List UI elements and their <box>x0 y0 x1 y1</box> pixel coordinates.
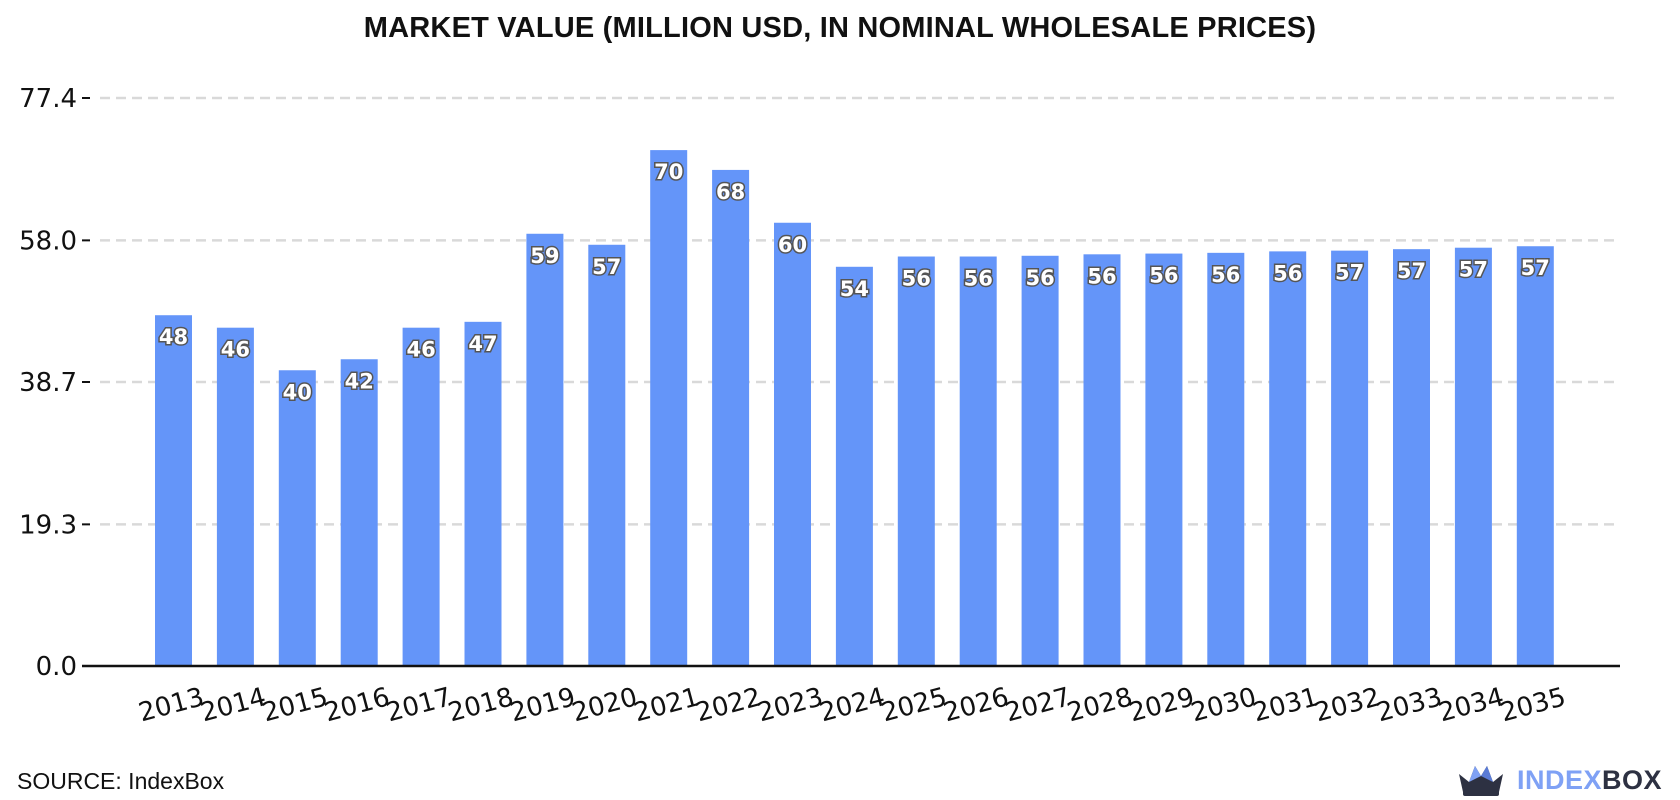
bar-value-label-2022: 68 <box>716 180 745 204</box>
bar-value-label-2018: 47 <box>468 332 497 356</box>
bar-2028 <box>1083 254 1121 667</box>
bar-2015 <box>278 370 316 666</box>
bar-2029 <box>1145 253 1183 666</box>
brand-wordmark: INDEXBOX <box>1517 765 1662 796</box>
bar-2027 <box>1021 255 1059 666</box>
bar-2021 <box>650 150 688 666</box>
bars <box>155 150 1554 667</box>
bar-2032 <box>1331 250 1369 667</box>
bar-value-label-2030: 56 <box>1211 263 1240 287</box>
x-tick-label-2016: 2016 <box>321 682 393 728</box>
x-tick-label-2027: 2027 <box>1002 682 1074 728</box>
x-tick-label-2035: 2035 <box>1497 682 1569 728</box>
bar-2033 <box>1393 249 1430 666</box>
x-tick-label-2021: 2021 <box>631 682 703 728</box>
x-tick-label-2017: 2017 <box>383 682 455 728</box>
bar-value-label-2028: 56 <box>1087 264 1116 288</box>
x-tick-label-2018: 2018 <box>445 682 517 728</box>
bar-value-label-2016: 42 <box>345 369 374 393</box>
x-tick-label-2033: 2033 <box>1374 682 1446 728</box>
indexbox-logo: INDEXBOX <box>1455 760 1662 800</box>
y-tick-label: 19.3 <box>19 510 77 540</box>
bar-value-label-2019: 59 <box>530 244 559 268</box>
y-tick-label: 58.0 <box>19 226 77 256</box>
bar-2034 <box>1454 247 1492 666</box>
x-tick-label-2025: 2025 <box>878 682 950 728</box>
bar-value-label-2023: 60 <box>778 233 807 257</box>
bar-2026 <box>959 256 997 666</box>
bar-value-label-2013: 48 <box>159 325 188 349</box>
bar-value-label-2020: 57 <box>592 255 621 279</box>
source-note: SOURCE: IndexBox <box>17 768 225 794</box>
x-tick-label-2020: 2020 <box>569 682 641 728</box>
indexbox-crown-logo-icon <box>1458 766 1503 796</box>
brand-wordmark-box: BOX <box>1601 764 1662 795</box>
bar-2017 <box>402 327 440 666</box>
bar-2030 <box>1207 252 1245 666</box>
bar-value-label-2032: 57 <box>1335 261 1364 285</box>
bar-2035 <box>1516 246 1554 666</box>
bar-value-label-2021: 70 <box>654 160 683 184</box>
bar-value-label-2024: 54 <box>840 277 869 301</box>
y-tick-label: 77.4 <box>19 84 77 114</box>
bar-value-label-2034: 57 <box>1459 258 1488 282</box>
bar-2020 <box>588 244 626 666</box>
x-tick-label-2019: 2019 <box>507 682 579 728</box>
x-tick-label-2028: 2028 <box>1064 682 1136 728</box>
x-tick-label-2014: 2014 <box>197 682 269 728</box>
bar-2014 <box>216 327 254 666</box>
x-tick-label-2034: 2034 <box>1435 682 1507 728</box>
bar-2022 <box>712 169 750 667</box>
bar-value-labels: 48 46 40 42 46 47 59 57 70 68 60 54 56 56 56 56 56 56 56 57… <box>157 159 1551 406</box>
bar-value-label-2035: 57 <box>1521 256 1550 280</box>
bar-2018 <box>464 321 502 666</box>
x-axis: 2013201420152016201720182019202020212022… <box>82 664 1620 728</box>
bar-value-label-2017: 46 <box>406 338 435 362</box>
bar-2025 <box>897 256 935 666</box>
x-tick-label-2026: 2026 <box>940 682 1012 728</box>
y-tick-label: 38.7 <box>19 368 77 398</box>
bar-value-label-2026: 56 <box>964 267 993 291</box>
bar-value-label-2015: 40 <box>283 380 312 404</box>
bar-value-label-2027: 56 <box>1025 266 1054 290</box>
x-tick-label-2015: 2015 <box>259 682 331 728</box>
x-tick-label-2029: 2029 <box>1126 682 1198 728</box>
bar-2016 <box>340 359 378 666</box>
bar-value-label-2014: 46 <box>221 338 250 362</box>
y-axis: 0.0 19.3 38.7 58.0 77.4 <box>19 84 90 682</box>
bar-value-label-2029: 56 <box>1149 264 1178 288</box>
bar-2031 <box>1269 251 1307 666</box>
bar-value-label-2031: 56 <box>1273 261 1302 285</box>
x-tick-label-2013: 2013 <box>136 682 208 728</box>
x-tick-label-2032: 2032 <box>1312 682 1384 728</box>
bar-2023 <box>774 222 811 666</box>
bar-2019 <box>526 233 564 666</box>
y-tick-label: 0.0 <box>36 652 77 682</box>
chart-title: MARKET VALUE (MILLION USD, IN NOMINAL WH… <box>363 12 1317 44</box>
x-tick-label-2031: 2031 <box>1250 682 1322 728</box>
x-tick-label-2030: 2030 <box>1188 682 1260 728</box>
bar-2024 <box>835 266 873 666</box>
x-tick-label-2023: 2023 <box>755 682 827 728</box>
bar-2013 <box>155 315 192 666</box>
brand-wordmark-index: INDEX <box>1516 764 1602 795</box>
bar-chart: 48 46 40 42 46 47 59 57 70 68 60 54 56 56 56 56 56 56 56 57… <box>19 84 1620 728</box>
bar-value-label-2025: 56 <box>902 267 931 291</box>
x-tick-label-2024: 2024 <box>816 682 888 728</box>
x-tick-label-2022: 2022 <box>693 682 765 728</box>
bar-value-label-2033: 57 <box>1397 259 1426 283</box>
